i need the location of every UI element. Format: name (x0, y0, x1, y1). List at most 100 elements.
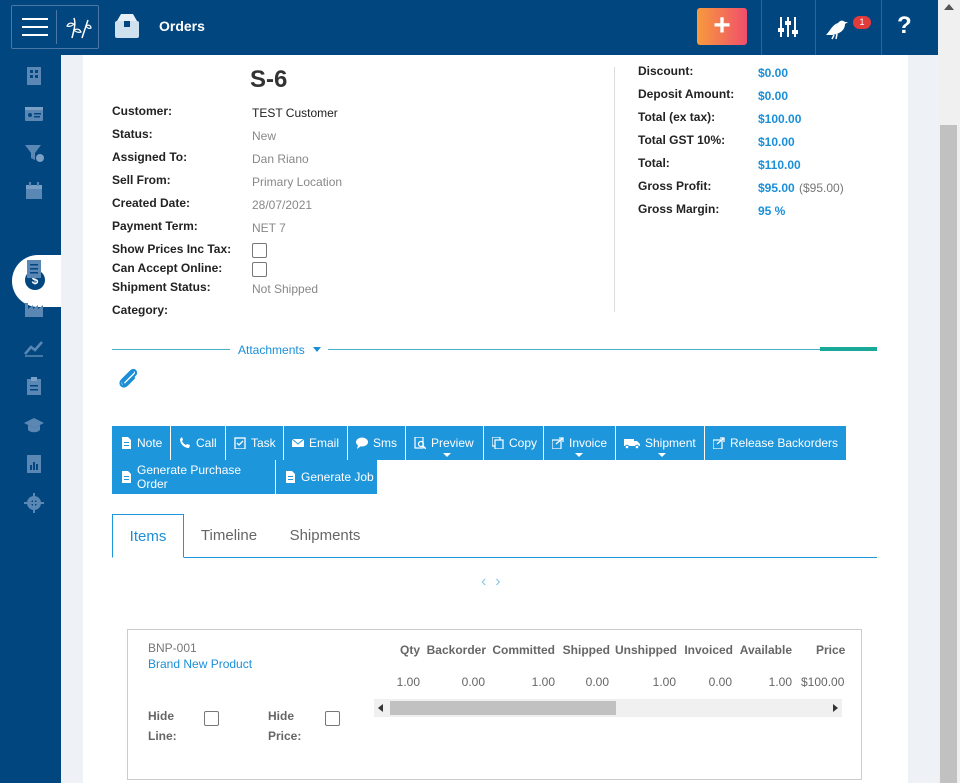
copy-button[interactable]: Copy (484, 426, 544, 460)
total-ex-tax-value: $100.00 (758, 112, 802, 126)
call-button-label: Call (196, 436, 217, 450)
truck-icon (624, 439, 640, 449)
note-button[interactable]: Note (112, 426, 171, 460)
calendar-icon[interactable] (23, 180, 45, 202)
deposit-amount-value: $0.00 (758, 89, 789, 103)
customer-value[interactable]: TEST Customer (252, 106, 338, 120)
id-card-icon[interactable] (23, 103, 45, 125)
assigned-to-label: Assigned To: (112, 150, 188, 164)
scroll-thumb[interactable] (390, 701, 616, 715)
building-icon[interactable] (23, 65, 45, 87)
factory-icon[interactable] (23, 297, 45, 319)
gear-icon[interactable] (23, 492, 45, 514)
menu-separator (56, 10, 57, 44)
call-button[interactable]: Call (171, 426, 226, 460)
deposit-amount-label: Deposit Amount: (638, 87, 735, 101)
chart-line-icon[interactable] (23, 336, 45, 358)
bird-notification-icon[interactable] (822, 13, 850, 41)
scroll-left-arrow[interactable] (378, 704, 383, 712)
gross-profit-value: $95.00 (758, 181, 795, 195)
show-prices-inc-tax-checkbox[interactable] (252, 243, 267, 258)
graduation-cap-icon[interactable] (23, 414, 45, 436)
header-divider (614, 67, 615, 312)
tab-shipments[interactable]: Shipments (289, 527, 361, 544)
release-backorders-button[interactable]: Release Backorders (705, 426, 846, 460)
tab-timeline[interactable]: Timeline (200, 527, 258, 544)
toolbar-separator (815, 0, 816, 55)
hide-line-label: Hide Line: (148, 709, 177, 743)
preview-dropdown-icon (443, 453, 451, 457)
generate-purchase-order-button[interactable]: Generate Purchase Order (112, 460, 276, 494)
col-committed-header: Committed (492, 643, 555, 657)
shipment-button-label: Shipment (645, 436, 696, 450)
sell-from-label: Sell From: (112, 173, 171, 187)
assigned-to-value: Dan Riano (252, 152, 309, 166)
list-icon[interactable] (23, 258, 45, 280)
tab-items[interactable]: Items (112, 514, 184, 558)
toolbar-separator (761, 0, 762, 55)
menu-icon[interactable] (22, 18, 48, 38)
unshipped-value: 1.00 (652, 675, 676, 689)
generate-job-button-label: Generate Job (301, 470, 374, 484)
gross-profit-label: Gross Profit: (638, 179, 712, 193)
carousel-arrows[interactable]: ‹ › (481, 573, 501, 591)
invoiced-value: 0.00 (708, 675, 732, 689)
task-icon (234, 437, 246, 449)
category-label: Category: (112, 303, 169, 317)
add-button[interactable]: + (697, 8, 747, 45)
gross-margin-value: 95 % (758, 204, 786, 218)
note-icon (122, 437, 131, 449)
hide-price-label: Hide Price: (268, 709, 302, 743)
shipped-value: 0.00 (585, 675, 609, 689)
item-code: BNP-001 (148, 641, 197, 655)
tabs-underline (112, 557, 877, 558)
report-icon[interactable] (23, 453, 45, 475)
sidebar: $ (0, 55, 67, 783)
generate-purchase-order-button-label: Generate Purchase Order (137, 463, 242, 491)
total-gst-value: $10.00 (758, 135, 795, 149)
payment-term-label: Payment Term: (112, 219, 198, 233)
paperclip-icon[interactable] (117, 366, 139, 390)
help-button[interactable]: ? (897, 12, 912, 39)
page-title: Orders (159, 18, 205, 34)
notification-badge: 1 (853, 16, 871, 29)
leaf-logo-icon (66, 17, 92, 39)
document-icon (286, 471, 295, 483)
discount-value: $0.00 (758, 66, 789, 80)
shipment-button[interactable]: Shipment (616, 426, 705, 460)
item-name-link[interactable]: Brand New Product (148, 657, 253, 671)
sms-button[interactable]: Sms (348, 426, 406, 460)
col-available-header: Available (739, 643, 792, 657)
sliders-icon[interactable] (774, 13, 802, 41)
generate-job-button[interactable]: Generate Job (276, 460, 377, 494)
task-button[interactable]: Task (226, 426, 284, 460)
attachments-caret-icon[interactable] (313, 347, 321, 352)
chevron-right-icon[interactable]: › (495, 573, 501, 590)
col-invoiced-header: Invoiced (684, 643, 733, 657)
chevron-left-icon[interactable]: ‹ (481, 573, 487, 590)
copy-icon (492, 437, 504, 449)
created-date-label: Created Date: (112, 196, 191, 210)
hide-line-checkbox[interactable] (204, 711, 219, 726)
clipboard-icon[interactable] (23, 375, 45, 397)
scroll-thumb[interactable] (940, 125, 957, 783)
can-accept-online-checkbox[interactable] (252, 262, 267, 277)
invoice-button[interactable]: Invoice (544, 426, 616, 460)
scroll-up-arrow[interactable] (944, 4, 954, 10)
item-horizontal-scrollbar[interactable] (374, 699, 842, 717)
hide-price-checkbox[interactable] (325, 711, 340, 726)
scroll-right-arrow[interactable] (833, 704, 838, 712)
attachments-accent-bar (820, 347, 877, 351)
share-icon (713, 437, 725, 449)
preview-button[interactable]: Preview (406, 426, 484, 460)
page-scrollbar[interactable] (938, 0, 960, 783)
line-item-card: BNP-001 Brand New Product Hide Line: Hid… (127, 629, 862, 780)
menu-logo-box[interactable] (11, 5, 99, 49)
email-button[interactable]: Email (284, 426, 348, 460)
funnel-dollar-icon[interactable] (23, 142, 45, 164)
attachments-toggle[interactable]: Attachments (238, 343, 305, 357)
preview-icon (414, 437, 426, 449)
task-button-label: Task (251, 436, 276, 450)
backorder-value: 0.00 (461, 675, 485, 689)
committed-value: 1.00 (531, 675, 555, 689)
